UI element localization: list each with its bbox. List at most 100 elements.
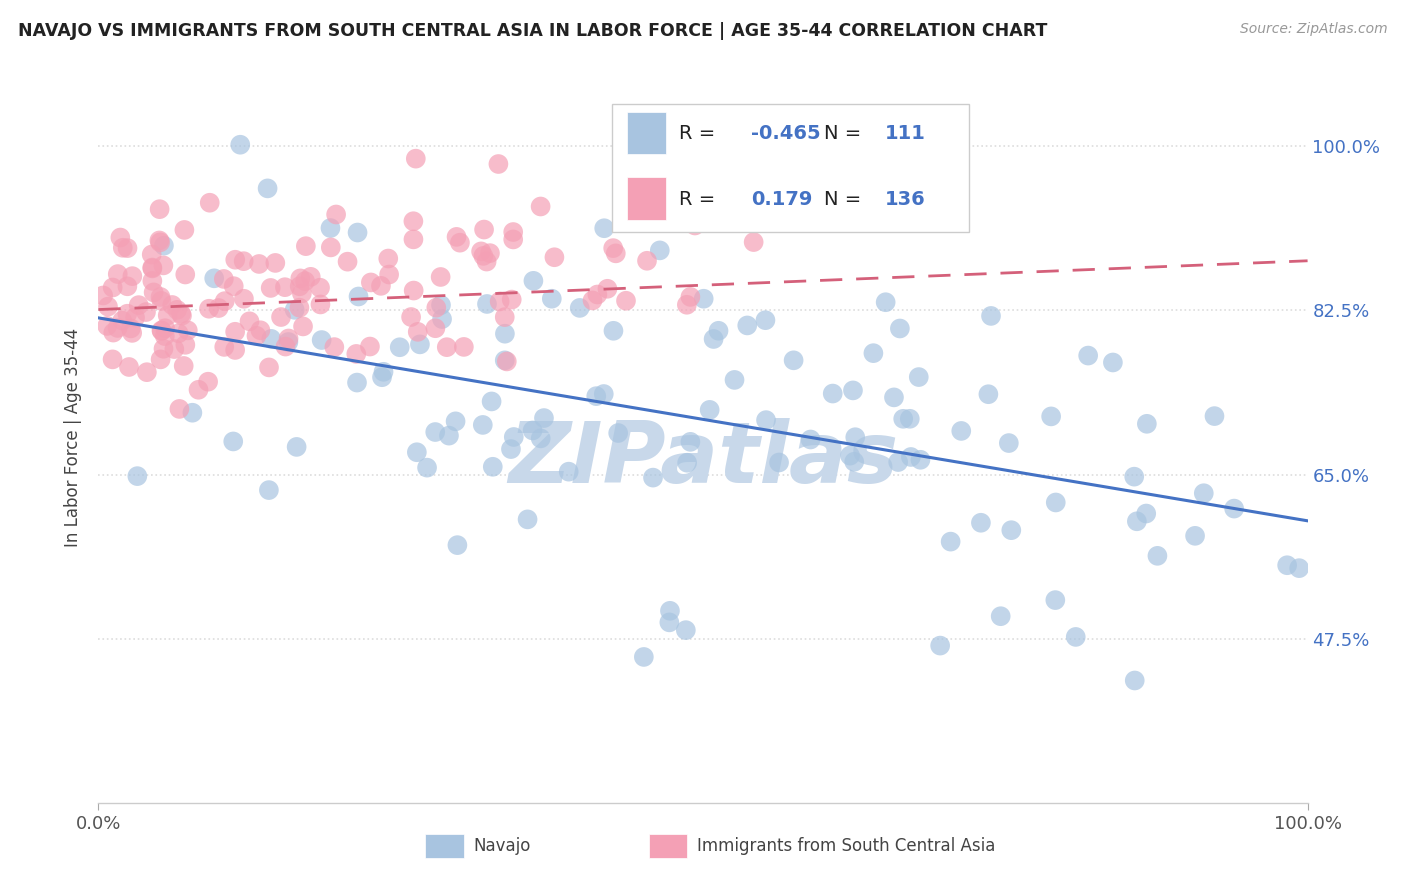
Point	[481, 394, 503, 409]
Point	[1102, 355, 1125, 369]
Point	[602, 241, 624, 255]
Point	[173, 359, 195, 373]
Point	[107, 321, 129, 335]
Point	[149, 352, 172, 367]
Point	[648, 244, 671, 258]
Point	[821, 386, 844, 401]
Point	[169, 401, 191, 416]
Point	[232, 254, 254, 268]
Point	[425, 321, 447, 335]
Point	[1204, 409, 1226, 423]
Point	[472, 222, 495, 236]
Point	[900, 450, 922, 464]
FancyBboxPatch shape	[425, 834, 464, 858]
Text: 136: 136	[884, 190, 925, 209]
Point	[344, 347, 367, 361]
Point	[502, 225, 524, 239]
Point	[128, 298, 150, 312]
Point	[141, 274, 163, 288]
Point	[150, 293, 173, 308]
Point	[633, 649, 655, 664]
Point	[800, 433, 823, 447]
Point	[377, 252, 399, 266]
Point	[1184, 529, 1206, 543]
Point	[405, 152, 427, 166]
Point	[676, 456, 699, 470]
Point	[299, 269, 322, 284]
Point	[346, 226, 368, 240]
Text: R =: R =	[679, 190, 716, 209]
Point	[862, 346, 884, 360]
Point	[181, 406, 204, 420]
Point	[156, 309, 179, 323]
Point	[232, 292, 254, 306]
Point	[118, 359, 141, 374]
Point	[294, 274, 316, 288]
Point	[96, 318, 118, 333]
Point	[402, 214, 425, 228]
Point	[325, 207, 347, 221]
Point	[360, 276, 382, 290]
Point	[319, 240, 342, 254]
Point	[683, 219, 706, 233]
Point	[929, 639, 952, 653]
Point	[453, 340, 475, 354]
Point	[581, 293, 603, 308]
Point	[167, 326, 190, 341]
Point	[295, 239, 318, 253]
Point	[160, 298, 183, 312]
Point	[641, 470, 664, 484]
Point	[998, 436, 1021, 450]
Point	[402, 232, 425, 246]
Point	[844, 430, 866, 444]
Point	[245, 328, 267, 343]
Point	[309, 281, 332, 295]
Point	[224, 343, 246, 357]
Point	[284, 302, 307, 317]
Point	[111, 313, 134, 327]
Point	[592, 387, 614, 401]
Text: 0.179: 0.179	[751, 190, 813, 209]
FancyBboxPatch shape	[613, 104, 969, 232]
Point	[1223, 501, 1246, 516]
Point	[148, 234, 170, 248]
Text: Immigrants from South Central Asia: Immigrants from South Central Asia	[697, 837, 995, 855]
Point	[249, 323, 271, 337]
Point	[568, 301, 591, 315]
Point	[494, 353, 516, 368]
Point	[446, 230, 468, 244]
Point	[430, 298, 453, 312]
Point	[522, 424, 544, 438]
Point	[636, 253, 658, 268]
Point	[359, 340, 381, 354]
Point	[889, 321, 911, 335]
Point	[370, 278, 392, 293]
Point	[1135, 507, 1157, 521]
Point	[198, 301, 221, 316]
Point	[679, 434, 702, 449]
Point	[607, 425, 630, 440]
Point	[679, 290, 702, 304]
Point	[703, 332, 725, 346]
Point	[111, 241, 134, 255]
Point	[782, 353, 804, 368]
Point	[939, 534, 962, 549]
Point	[247, 257, 270, 271]
Point	[124, 310, 146, 325]
Point	[336, 254, 359, 268]
Point	[516, 512, 538, 526]
Point	[406, 325, 429, 339]
Point	[898, 411, 921, 425]
Text: N =: N =	[824, 124, 860, 143]
Text: Source: ZipAtlas.com: Source: ZipAtlas.com	[1240, 22, 1388, 37]
Point	[224, 325, 246, 339]
Point	[388, 340, 411, 354]
Point	[596, 282, 619, 296]
Point	[1126, 514, 1149, 528]
Point	[1123, 673, 1146, 688]
Point	[166, 302, 188, 317]
Point	[141, 260, 163, 275]
Point	[378, 268, 401, 282]
Point	[347, 289, 370, 303]
Point	[257, 360, 280, 375]
